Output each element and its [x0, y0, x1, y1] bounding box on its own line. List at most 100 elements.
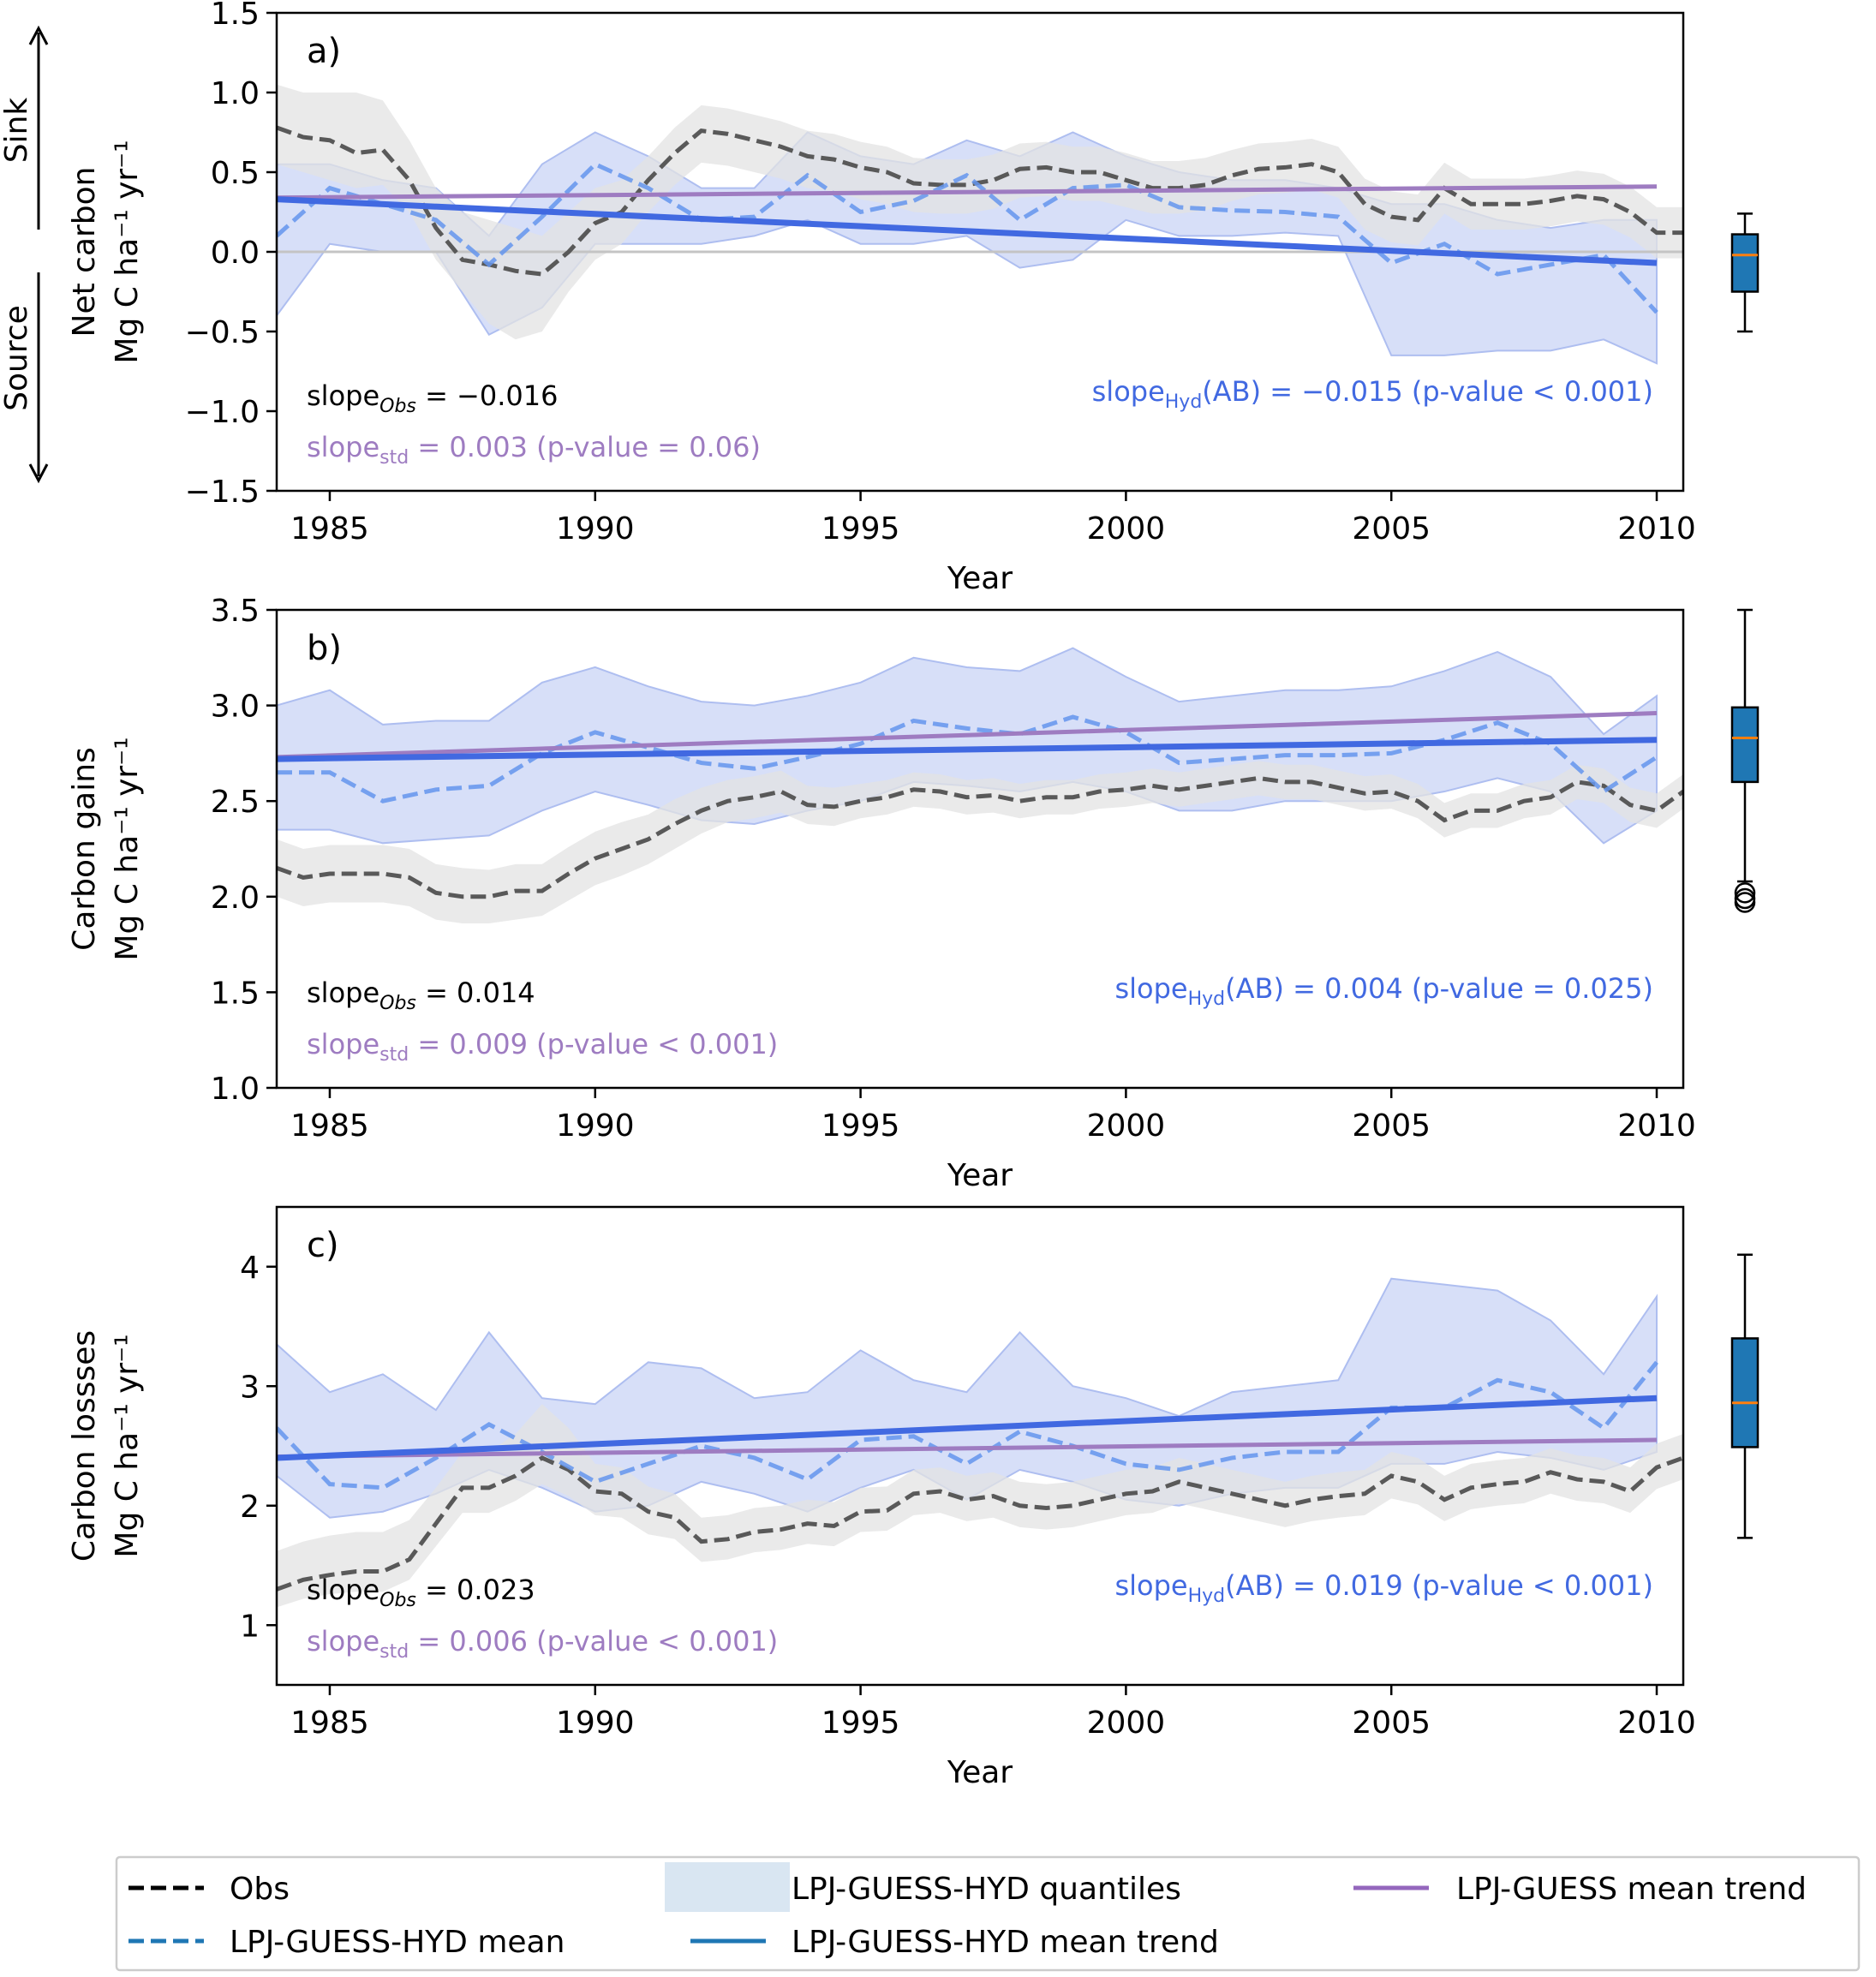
y-tick-label: 3.0 [211, 690, 260, 725]
y-tick-label: 1.5 [211, 976, 260, 1011]
x-tick-label: 1995 [821, 1705, 900, 1741]
obs-slope-text: slope [307, 1574, 379, 1606]
x-tick-label: 2000 [1087, 511, 1166, 547]
hyd-slope-annotation: slopeHyd(AB) = −0.015 (p-value < 0.001) [1092, 375, 1653, 413]
source-label: Source [0, 305, 34, 411]
hyd-trend-line [277, 196, 1658, 266]
plot-area [277, 1277, 1683, 1608]
boxplot-box [1730, 233, 1759, 293]
y-tick-label: 2 [240, 1490, 260, 1525]
legend-frame [115, 1855, 1861, 1972]
x-tick-label: 2010 [1617, 1108, 1696, 1144]
y-tick-label: 0.0 [211, 236, 260, 271]
std-slope-text: slope [307, 1028, 379, 1060]
x-tick-label: 1985 [290, 1108, 369, 1144]
y-axis-label-line1: Carbon lossses [67, 1330, 102, 1562]
y-tick-label: 1.0 [211, 1072, 260, 1107]
legend: Obs LPJ-GUESS-HYD mean LPJ-GUESS-HYD quant… [115, 1855, 1861, 1972]
obs-slope-text: slope [307, 379, 379, 412]
sink-source-annotation: Sink Source [0, 25, 49, 484]
obs-slope-subscript: Obs [379, 396, 416, 417]
axes-frame [275, 1205, 1685, 1687]
obs-slope-subscript: Obs [379, 993, 416, 1014]
obs-line [277, 775, 1683, 899]
x-tick-label: 1995 [821, 1108, 900, 1144]
obs-uncertainty-band [277, 84, 1683, 340]
x-axis-label: Year [947, 1755, 1013, 1790]
hyd-slope-subscript: Hyd [1188, 988, 1226, 1010]
hyd-trend-line [277, 737, 1658, 762]
obs-uncertainty-band [277, 1404, 1683, 1608]
y-tick-label: 1 [240, 1609, 260, 1644]
x-tick-label: 2000 [1087, 1705, 1166, 1741]
x-axis-label: Year [947, 1158, 1013, 1193]
hyd-slope-text: slope [1114, 972, 1187, 1005]
y-tick-label: 2.0 [211, 881, 260, 916]
y-tick-label: −1.0 [185, 395, 260, 430]
std-trend-line [277, 184, 1658, 200]
axes-frame [275, 608, 1685, 1090]
obs-slope-value: = −0.016 [416, 379, 559, 412]
plot-area [277, 84, 1683, 365]
hyd-slope-subscript: Hyd [1188, 1586, 1226, 1607]
std-slope-text: slope [307, 1625, 379, 1657]
distribution-boxplot [1730, 1253, 1759, 1539]
x-tick-label: 2010 [1617, 1705, 1696, 1741]
obs-slope-annotation: slopeObs = −0.016 [307, 379, 558, 417]
obs-line [277, 1455, 1683, 1592]
std-slope-annotation: slopestd = 0.006 (p-value < 0.001) [307, 1625, 778, 1663]
panel-a: 1985 1990 1995 2000 2005 2010 Year −1.5 −1.0 −0.5… [67, 0, 1759, 596]
obs-slope-subscript: Obs [379, 1590, 416, 1611]
x-tick-label: 1985 [290, 1705, 369, 1741]
hyd-slope-subscript: Hyd [1165, 391, 1203, 413]
obs-uncertainty-band [277, 761, 1683, 924]
hyd-slope-text: slope [1114, 1569, 1187, 1602]
panel-label: c) [307, 1226, 339, 1265]
y-tick-label: −1.5 [185, 475, 260, 510]
std-slope-value: = 0.009 (p-value < 0.001) [409, 1028, 778, 1060]
y-tick-label: 3 [240, 1370, 260, 1405]
x-tick-label: 2005 [1352, 511, 1431, 547]
std-slope-value: = 0.003 (p-value = 0.06) [409, 431, 761, 463]
y-tick-label: 1.0 [211, 76, 260, 111]
hyd-slope-value: (AB) = −0.015 (p-value < 0.001) [1202, 375, 1653, 408]
x-tick-label: 1995 [821, 511, 900, 547]
std-slope-text: slope [307, 431, 379, 463]
panel-label: a) [307, 32, 341, 71]
distribution-boxplot [1730, 608, 1759, 913]
hyd-slope-annotation: slopeHyd(AB) = 0.004 (p-value = 0.025) [1114, 972, 1653, 1010]
sink-label: Sink [0, 98, 34, 164]
panel-c: 1985 1990 1995 2000 2005 2010 Year 1 2 3 4 Carbon l… [67, 1205, 1759, 1790]
sink-arrowhead [28, 25, 49, 45]
hyd-slope-value: (AB) = 0.004 (p-value = 0.025) [1225, 972, 1653, 1005]
y-axis-label-line1: Carbon gains [67, 747, 102, 951]
legend-hyd-trend-label: LPJ-GUESS-HYD mean trend [792, 1925, 1219, 1960]
hyd-slope-text: slope [1092, 375, 1165, 408]
x-tick-label: 1985 [290, 511, 369, 547]
y-tick-label: −0.5 [185, 315, 260, 350]
obs-slope-value: = 0.014 [416, 977, 535, 1009]
y-tick-label: 0.5 [211, 156, 260, 191]
hyd-trend-line [277, 1395, 1658, 1461]
x-tick-label: 2005 [1352, 1108, 1431, 1144]
panel-label: b) [307, 629, 342, 668]
std-slope-subscript: std [379, 1044, 409, 1066]
obs-line [277, 125, 1683, 277]
y-tick-label: 4 [240, 1251, 260, 1286]
x-tick-label: 1990 [556, 511, 635, 547]
legend-hyd-mean-label: LPJ-GUESS-HYD mean [230, 1925, 565, 1960]
legend-quantiles-label: LPJ-GUESS-HYD quantiles [792, 1872, 1181, 1907]
std-slope-value: = 0.006 (p-value < 0.001) [409, 1625, 778, 1657]
legend-std-trend-label: LPJ-GUESS mean trend [1456, 1872, 1807, 1907]
boxplot-box [1730, 1337, 1759, 1448]
obs-slope-text: slope [307, 977, 379, 1009]
y-tick-label: 1.5 [211, 0, 260, 32]
y-tick-label: 2.5 [211, 785, 260, 820]
boxplot-outlier [1734, 882, 1756, 904]
x-tick-label: 1990 [556, 1108, 635, 1144]
std-slope-subscript: std [379, 1641, 409, 1663]
y-axis-label-line2: Mg C ha⁻¹ yr⁻¹ [110, 140, 145, 363]
boxplot-box [1730, 706, 1759, 784]
